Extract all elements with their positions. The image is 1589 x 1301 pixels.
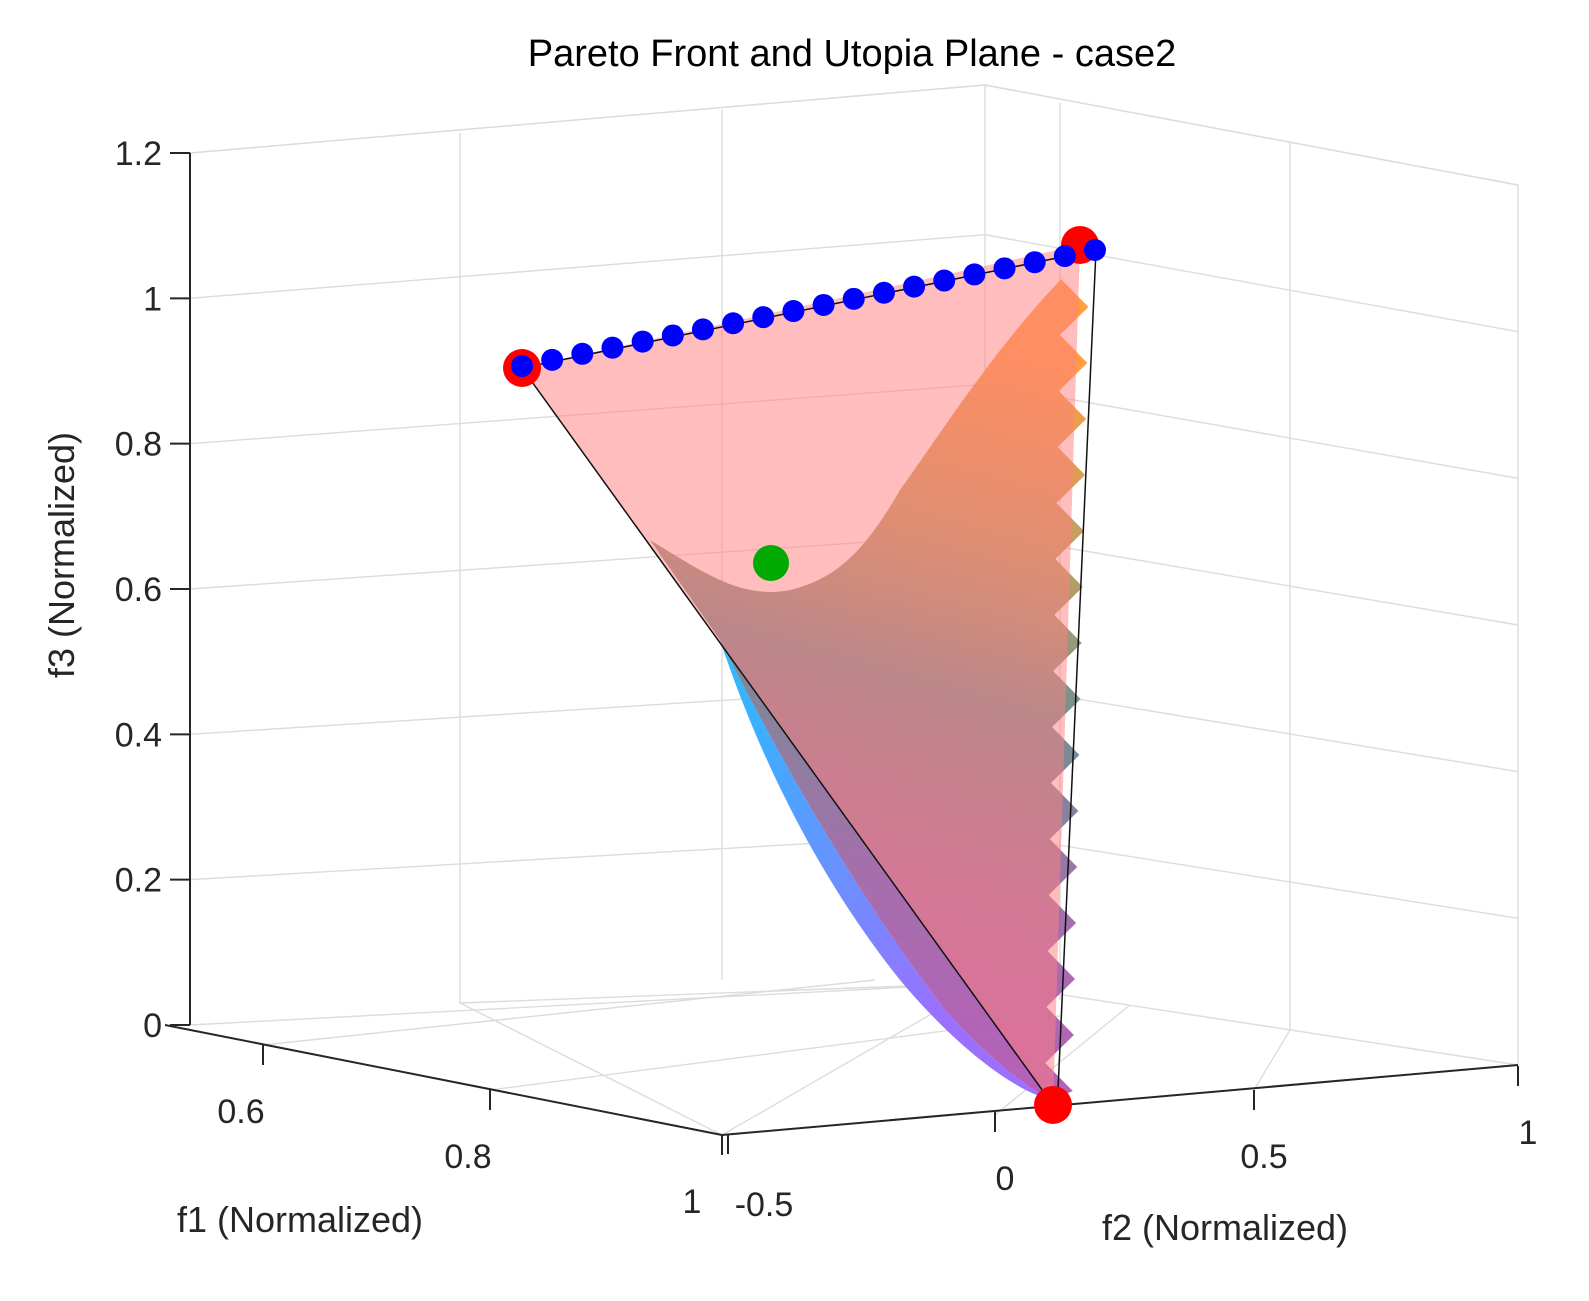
z-tick-label: 1 [143,280,162,318]
utopia-plane-fill [522,245,1080,1105]
plane-edge-right [1057,249,1097,1091]
y-axis-label: f2 (Normalized) [1102,1207,1348,1248]
z-tick-labels: 0 0.2 0.4 0.6 0.8 1 1.2 [115,135,162,1045]
x-tick-label: 0.6 [217,1093,264,1131]
grid-line-z-right [984,533,1519,626]
y-tick-label: 0 [996,1160,1015,1198]
selected-point [753,545,789,581]
z-tick-label: 0.8 [115,426,162,464]
pareto-point [1084,239,1106,261]
pareto-point [661,324,684,347]
pareto-point [511,355,533,377]
grid-top-edge [984,84,1519,186]
pareto-point [963,263,986,286]
z-axis-label: f3 (Normalized) [41,432,82,678]
chart-title: Pareto Front and Utopia Plane - case2 [528,33,1177,75]
x-tick-label: 1 [683,1183,702,1221]
x-tick-label: 0.8 [444,1138,491,1176]
x-axis-line [164,1024,723,1136]
pareto-point [541,348,564,371]
anchor-point [1034,1086,1072,1124]
grid-line-z-right [984,982,1519,1066]
y-tick-label: 1 [1519,1114,1538,1152]
pareto-point [752,306,775,329]
grid-floor [262,979,876,1046]
y-tick-labels: -0.5 0 0.5 1 [735,1114,1538,1224]
pareto-point [812,293,835,316]
grid-floor [1253,1029,1291,1091]
pareto-point [691,318,714,341]
grid-floor [994,1004,1131,1116]
pareto-point [842,287,865,310]
grid-floor [459,982,986,1004]
pareto-point [993,257,1016,280]
grid-floor [459,1002,723,1136]
axes [164,152,1519,1155]
grid-line-z-right [984,832,1519,920]
pareto-point [1053,245,1076,268]
pareto-point [601,336,624,359]
pareto-point [722,312,745,335]
pareto-point [631,330,654,353]
pareto-point [1023,251,1046,274]
utopia-plane [521,245,1097,1106]
x-tick-labels: 0.6 0.8 1 [217,1093,701,1221]
pareto-point [571,342,594,365]
z-tick-label: 0.2 [115,862,162,900]
y-axis-line [721,1064,1519,1136]
z-tick-label: 0.4 [115,716,162,754]
plane-edge-left [521,367,1054,1106]
pareto-point [782,300,805,323]
y-tick-label: -0.5 [735,1186,794,1224]
z-tick-label: 0 [143,1007,162,1045]
pareto-point [903,275,926,298]
x-axis-label: f1 (Normalized) [177,1199,423,1240]
grid-line-z-left [189,233,986,300]
grid-line-z-left [189,982,986,1026]
z-tick-label: 1.2 [115,135,162,173]
pareto-point [872,281,895,304]
y-tick-label: 0.5 [1240,1138,1287,1176]
grid-top-edge [189,84,986,154]
z-tick-label: 0.6 [115,571,162,609]
pareto-point [933,269,956,292]
markers [503,226,1106,1124]
